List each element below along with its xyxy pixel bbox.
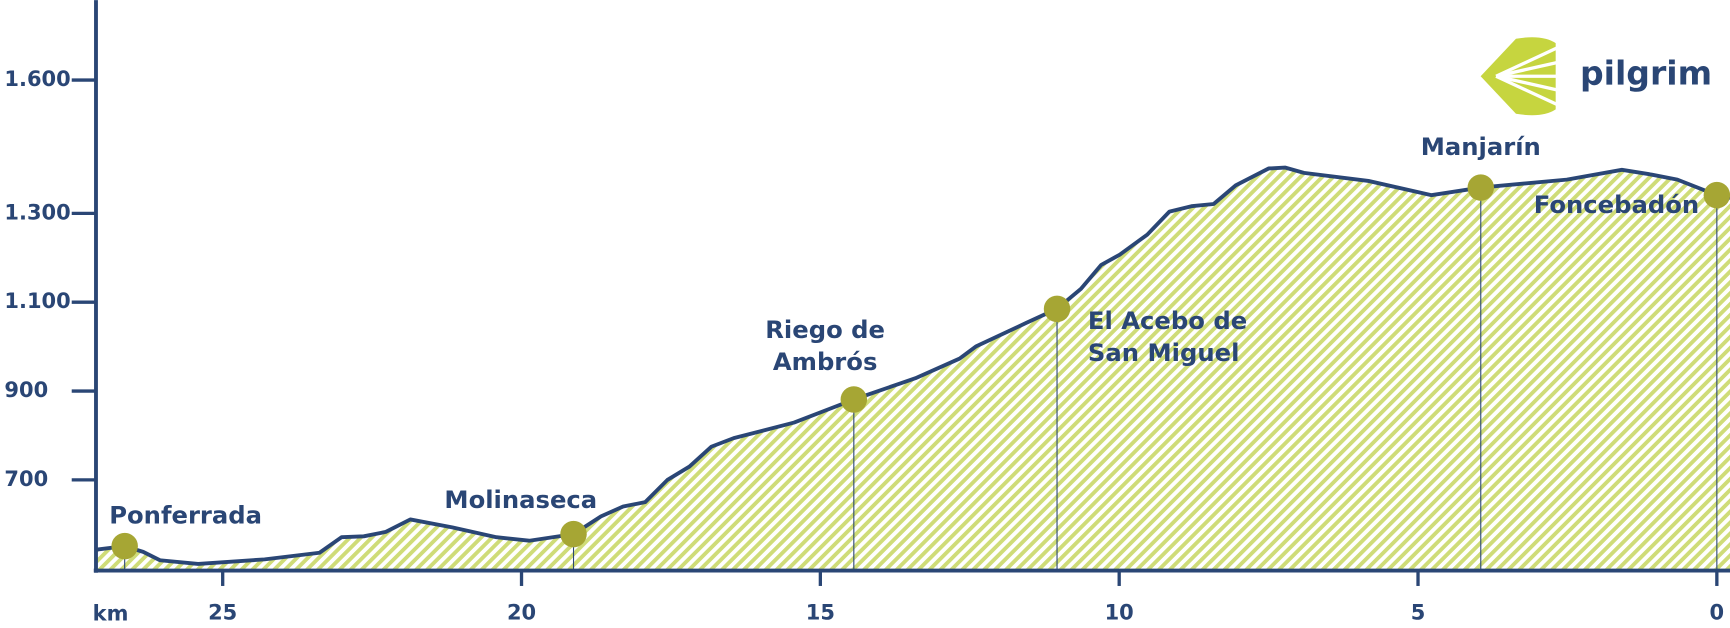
town-label: Ambrós (773, 347, 878, 376)
town-label: Manjarín (1421, 132, 1541, 161)
y-tick-label: 1.600 (4, 67, 70, 91)
profile-line (95, 165, 1730, 566)
x-tick-label: 10 (1105, 601, 1134, 625)
town-marker (1703, 181, 1730, 209)
town-label: Molinaseca (444, 485, 597, 514)
town-marker (1043, 295, 1071, 323)
logo-text: pilgrim (1580, 54, 1712, 93)
y-tick-label: 1.100 (4, 289, 70, 313)
town-marker (560, 520, 587, 548)
town-label: El Acebo de (1088, 306, 1247, 335)
town-marker (111, 532, 138, 560)
x-tick-label: 0 (1710, 601, 1725, 625)
town-label: San Miguel (1088, 338, 1239, 367)
y-tick-label: 1.300 (4, 200, 70, 224)
town-label: Riego de (765, 315, 885, 344)
x-tick-label: 25 (208, 601, 237, 625)
town-label: Ponferrada (109, 500, 262, 529)
y-tick-label: 900 (4, 378, 48, 402)
logo-shell (1480, 37, 1561, 116)
x-tick-label: 20 (507, 601, 536, 625)
logo: pilgrim (1480, 37, 1712, 116)
town-marker (1467, 174, 1495, 201)
profile-area (95, 167, 1730, 571)
x-axis-label: km (93, 602, 129, 626)
town-marker (840, 386, 868, 413)
y-tick-label: 700 (4, 467, 48, 491)
x-tick-label: 15 (806, 601, 835, 625)
town-label: Foncebadón (1534, 190, 1699, 219)
x-tick-label: 5 (1411, 601, 1426, 625)
